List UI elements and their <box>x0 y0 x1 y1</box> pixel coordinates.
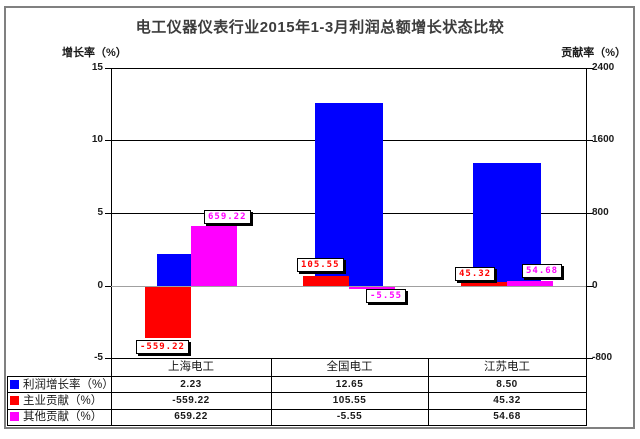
table-line <box>428 358 429 426</box>
left-axis-line <box>111 68 112 425</box>
legend-swatch-other-contribution <box>10 412 19 421</box>
table-cell: 2.23 <box>180 379 202 390</box>
table-cell: -5.55 <box>336 411 363 422</box>
bar-profit-growth-national <box>315 103 383 286</box>
tick-mark <box>105 140 111 141</box>
bar-other-contribution-shanghai <box>191 226 237 286</box>
table-line <box>7 425 587 426</box>
table-line <box>7 409 587 410</box>
bar-main-contribution-shanghai <box>145 287 191 338</box>
tick-mark <box>586 358 593 359</box>
tick-mark <box>586 213 593 214</box>
table-cell: 54.68 <box>493 411 521 422</box>
zero-line <box>111 286 587 287</box>
left-axis-title: 增长率（%） <box>62 47 127 59</box>
table-line <box>271 358 272 426</box>
bar-other-contribution-national <box>349 287 395 289</box>
category-header-national: 全国电工 <box>326 361 373 373</box>
bar-other-contribution-jiangsu <box>507 281 553 286</box>
gridline-top <box>111 68 587 69</box>
right-axis-title: 贡献率（%） <box>561 47 626 59</box>
left-tick-neg5: -5 <box>94 352 103 363</box>
table-cell: 8.50 <box>496 379 518 390</box>
tick-mark <box>105 358 111 359</box>
tick-mark <box>105 213 111 214</box>
outer-border <box>4 6 635 429</box>
legend-swatch-main-contribution <box>10 396 19 405</box>
tick-mark <box>586 286 593 287</box>
table-cell: -559.22 <box>172 395 210 406</box>
chart-title: 电工仪器仪表行业2015年1-3月利润总额增长状态比较 <box>135 19 505 36</box>
left-tick-10: 10 <box>91 134 103 145</box>
value-label-other-jiangsu: 54.68 <box>522 264 563 278</box>
right-tick-1600: 1600 <box>592 134 615 145</box>
value-label-main-national: 105.55 <box>297 258 344 272</box>
table-cell: 45.32 <box>493 395 521 406</box>
right-tick-0: 0 <box>592 280 598 291</box>
gridline-bottom <box>111 358 587 359</box>
tick-mark <box>586 68 593 69</box>
right-tick-2400: 2400 <box>592 62 615 73</box>
right-tick-800: 800 <box>592 207 609 218</box>
tick-mark <box>586 140 593 141</box>
value-label-main-jiangsu: 45.32 <box>455 267 496 281</box>
legend-label-profit-growth: 利润增长率（%） <box>23 379 114 391</box>
category-header-jiangsu: 江苏电工 <box>484 361 530 373</box>
legend-label-other-contribution: 其他贡献（%） <box>23 411 103 423</box>
left-tick-5: 5 <box>97 207 103 218</box>
value-label-main-shanghai: -559.22 <box>136 340 189 354</box>
left-tick-15: 15 <box>91 62 103 73</box>
left-tick-0: 0 <box>97 280 103 291</box>
table-line <box>7 392 587 393</box>
tick-mark <box>105 286 111 287</box>
table-line <box>7 376 8 426</box>
category-header-shanghai: 上海电工 <box>168 361 214 373</box>
tick-mark <box>105 68 111 69</box>
table-line <box>7 376 587 377</box>
value-label-other-shanghai: 659.22 <box>204 210 251 224</box>
table-cell: 659.22 <box>174 411 208 422</box>
bar-main-contribution-jiangsu <box>461 282 507 286</box>
table-cell: 12.65 <box>335 379 364 390</box>
right-tick-neg800: -800 <box>592 352 613 363</box>
legend-swatch-profit-growth <box>10 380 19 389</box>
right-axis-line <box>586 68 587 425</box>
bar-main-contribution-national <box>303 276 349 286</box>
legend-label-main-contribution: 主业贡献（%） <box>23 395 103 407</box>
table-cell: 105.55 <box>332 395 367 406</box>
value-label-other-national: -5.55 <box>366 289 407 303</box>
